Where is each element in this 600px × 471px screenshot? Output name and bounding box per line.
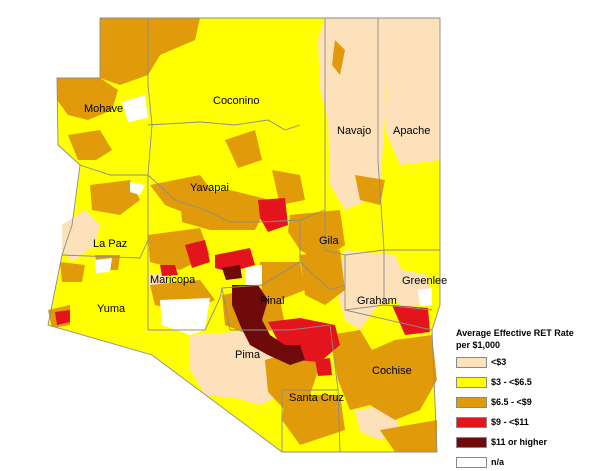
county-label-yuma: Yuma — [97, 303, 126, 315]
county-label-graham: Graham — [357, 295, 397, 307]
county-label-apache: Apache — [393, 125, 430, 137]
legend-label: $11 or higher — [491, 437, 548, 447]
county-labels: Mohave Coconino Navajo Apache Yavapai La… — [84, 95, 447, 404]
map-legend: Average Effective RET Rate per $1,000 <$… — [456, 327, 596, 471]
county-label-gila: Gila — [319, 235, 339, 247]
legend-swatch — [456, 376, 487, 388]
rate-ge11-areas — [222, 265, 305, 365]
legend-label: $9 - <$11 — [491, 417, 529, 427]
county-label-pinal: Pinal — [260, 295, 284, 307]
county-label-santa-cruz: Santa Cruz — [289, 392, 344, 404]
legend-item: $6.5 - <$9 — [456, 393, 596, 411]
legend-title-line1: Average Effective RET Rate — [456, 328, 574, 338]
legend-label: $3 - <$6.5 — [491, 377, 532, 387]
county-boundaries — [47, 17, 441, 453]
legend-swatch — [456, 396, 487, 408]
county-label-cochise: Cochise — [372, 365, 412, 377]
county-label-la-paz: La Paz — [93, 238, 127, 250]
county-label-yavapai: Yavapai — [190, 182, 229, 194]
county-label-maricopa: Maricopa — [150, 274, 196, 286]
rate-na-areas — [48, 95, 432, 452]
legend-item: $9 - <$11 — [456, 413, 596, 431]
legend-swatch — [456, 416, 487, 428]
legend-swatch — [456, 436, 487, 448]
county-label-navajo: Navajo — [337, 125, 371, 137]
legend-item: $11 or higher — [456, 433, 596, 451]
legend-item: $3 - <$6.5 — [456, 373, 596, 391]
legend-items: <$3 $3 - <$6.5 $6.5 - <$9 $9 - <$11 $11 or h… — [456, 353, 596, 471]
legend-title-line2: per $1,000 — [456, 340, 501, 350]
legend-label: <$3 — [491, 357, 507, 367]
county-label-coconino: Coconino — [213, 95, 259, 107]
legend-label: n/a — [491, 457, 505, 467]
rate-65to9-areas — [48, 18, 437, 452]
county-label-mohave: Mohave — [84, 103, 123, 115]
legend-label: $6.5 - <$9 — [491, 397, 532, 407]
legend-swatch — [456, 356, 487, 368]
legend-item: <$3 — [456, 353, 596, 371]
legend-item: n/a — [456, 453, 596, 471]
county-label-greenlee: Greenlee — [402, 275, 447, 287]
county-label-pima: Pima — [235, 349, 261, 361]
legend-swatch — [456, 456, 487, 468]
